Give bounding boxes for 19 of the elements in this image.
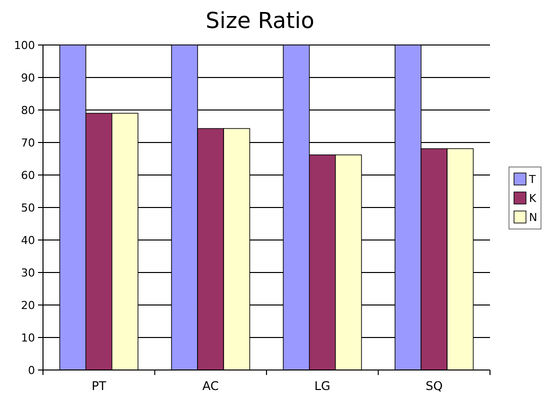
y-tick-label: 80 xyxy=(21,104,35,117)
y-tick-label: 30 xyxy=(21,266,35,280)
legend-label: T xyxy=(528,173,536,186)
chart-title: Size Ratio xyxy=(206,9,314,34)
y-tick-label: 0 xyxy=(28,364,35,377)
y-tick-label: 90 xyxy=(21,72,35,84)
x-tick-label: PT xyxy=(92,379,107,393)
y-tick-label: 100 xyxy=(14,39,35,52)
y-tick-label: 20 xyxy=(21,299,35,312)
x-tick-label: AC xyxy=(202,379,219,393)
legend-label: N xyxy=(529,211,538,224)
y-tick-label: 50 xyxy=(21,202,35,214)
y-tick-label: 10 xyxy=(21,332,35,344)
y-tick-label: 40 xyxy=(21,234,35,247)
x-tick-label: LG xyxy=(314,379,330,393)
y-tick-label: 60 xyxy=(21,169,35,182)
x-tick-label: SQ xyxy=(426,379,443,393)
legend-label: K xyxy=(529,192,537,205)
y-tick-label: 70 xyxy=(21,136,35,150)
